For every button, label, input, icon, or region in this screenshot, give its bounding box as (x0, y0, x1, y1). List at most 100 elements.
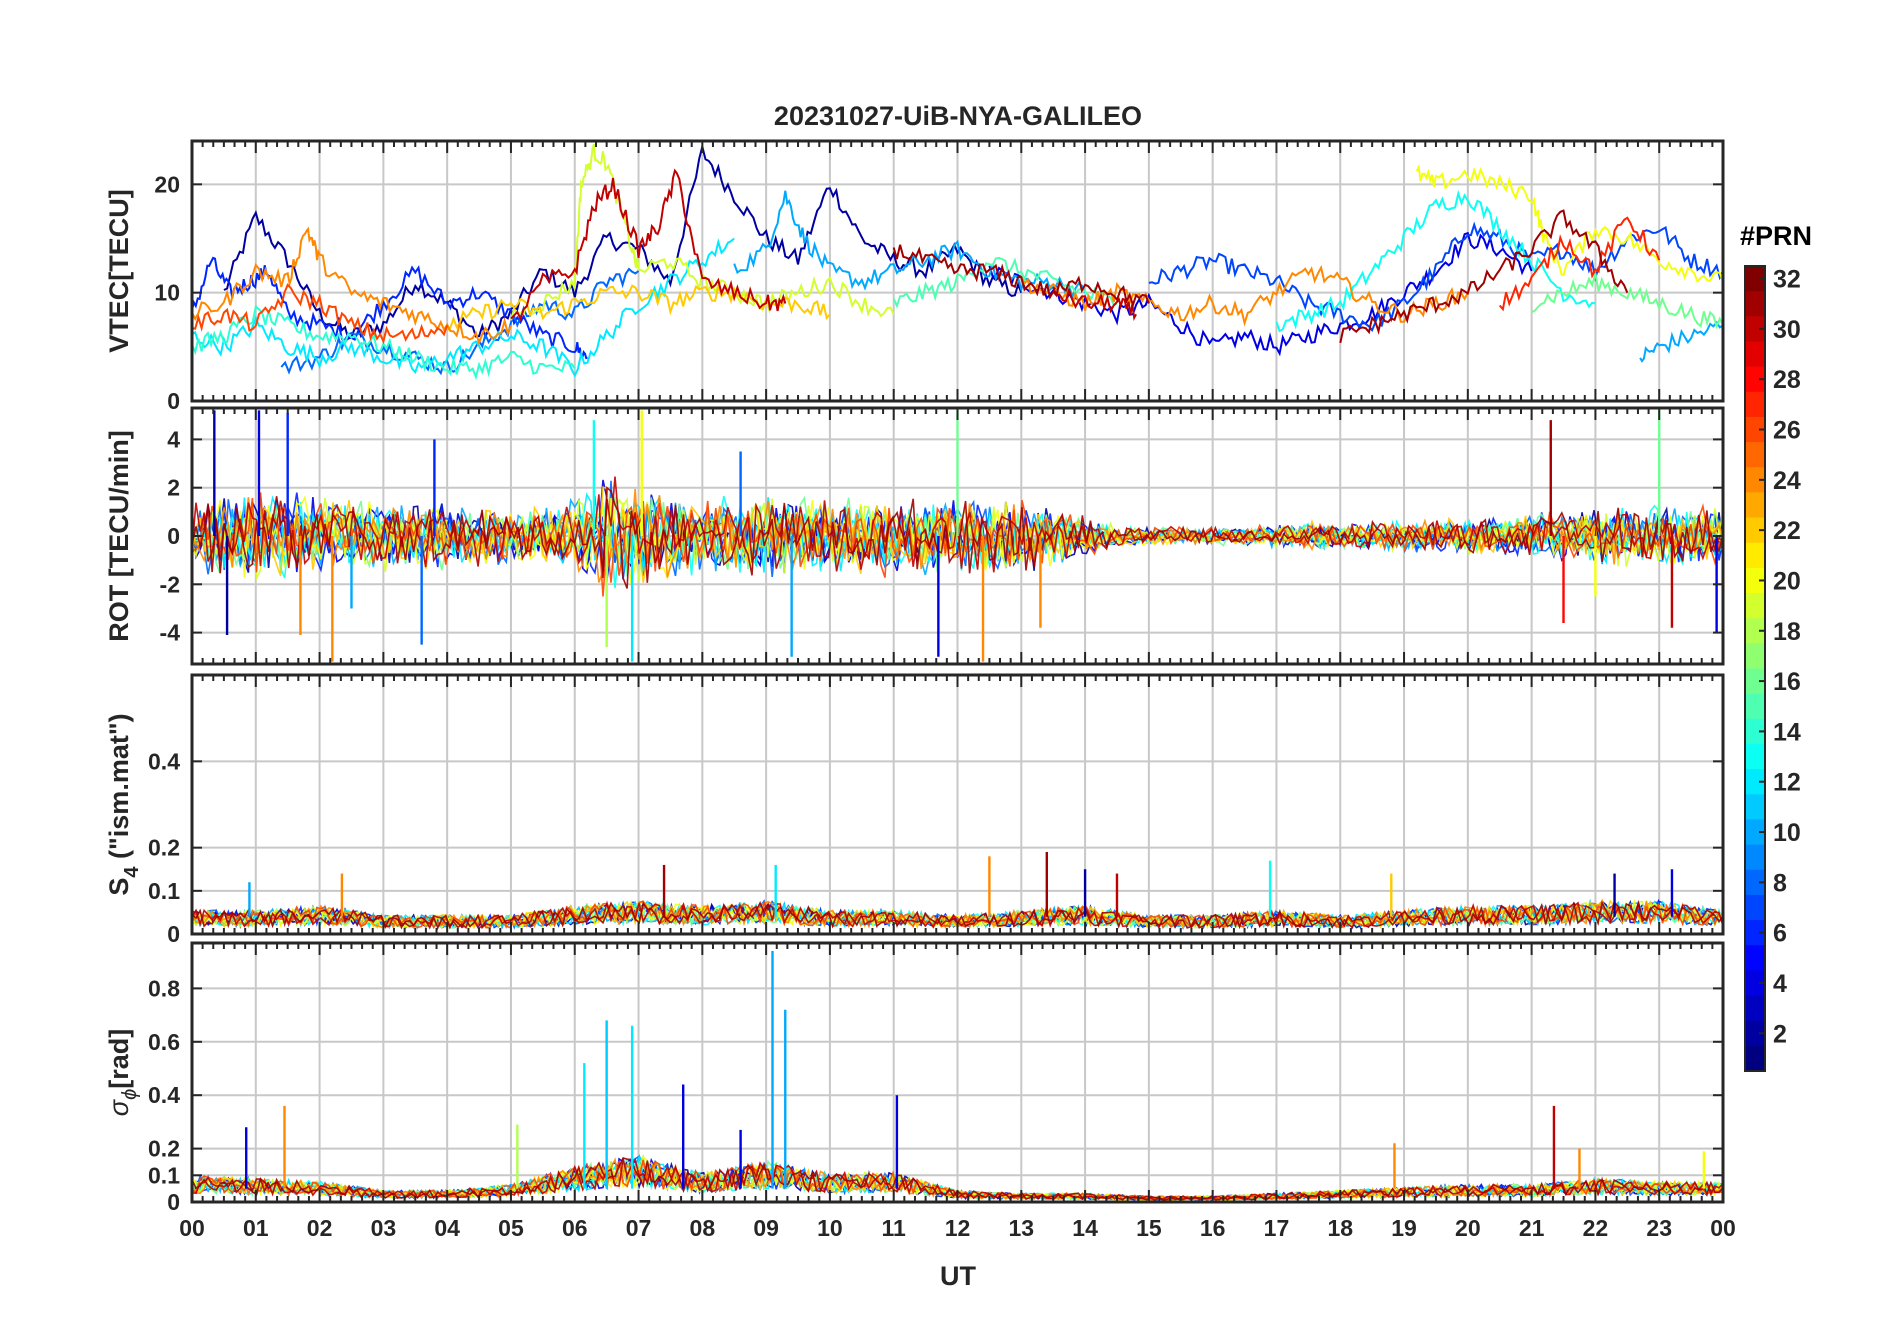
x-ticks (191, 943, 1724, 1202)
y-tick-label: 2 (167, 475, 180, 501)
colorbar-swatch (1745, 366, 1765, 393)
x-tick-label: 16 (1200, 1215, 1226, 1241)
y-tick-label: 0.2 (148, 835, 180, 861)
y-tick-label: -2 (160, 571, 180, 597)
x-tick-label: 17 (1264, 1215, 1290, 1241)
colorbar-tick-label: 18 (1773, 618, 1801, 646)
colorbar-swatch (1745, 1045, 1765, 1072)
x-tick-label: 18 (1327, 1215, 1353, 1241)
colorbar-tick-label: 6 (1773, 920, 1787, 948)
y-tick-label: 0 (167, 921, 180, 947)
x-tick-label: 08 (690, 1215, 716, 1241)
colorbar-tick-label: 28 (1773, 366, 1801, 394)
x-tick-label: 15 (1136, 1215, 1162, 1241)
x-tick-label: 22 (1583, 1215, 1609, 1241)
colorbar-tick-label: 16 (1773, 668, 1801, 696)
series-line-prn-24 (192, 226, 512, 346)
y-axis-label: S4 ("ism.mat") (104, 713, 143, 895)
y-tick-label: 0.1 (148, 878, 180, 904)
colorbar-swatch (1745, 668, 1765, 695)
colorbar-swatch (1745, 492, 1765, 519)
y-tick-label: 4 (167, 426, 180, 452)
series-line-prn-26 (192, 283, 449, 345)
x-tick-label: 06 (562, 1215, 588, 1241)
colorbar-tick-label: 32 (1773, 266, 1801, 294)
series-line-prn-6 (192, 256, 588, 360)
x-tick-label: 13 (1008, 1215, 1034, 1241)
colorbar-swatch (1745, 416, 1765, 443)
colorbar-swatch (1745, 819, 1765, 846)
x-tick-label: 20 (1455, 1215, 1481, 1241)
colorbar-swatch (1745, 970, 1765, 997)
colorbar-tick-label: 30 (1773, 316, 1801, 344)
series-line-prn-20 (1415, 163, 1723, 284)
x-tick-label: 09 (753, 1215, 779, 1241)
y-tick-label: 0.2 (148, 1136, 180, 1162)
x-tick-label: 07 (626, 1215, 652, 1241)
colorbar-swatch (1745, 743, 1765, 770)
colorbar-swatch (1745, 291, 1765, 317)
grid (191, 675, 1724, 935)
colorbar-swatch (1745, 517, 1765, 544)
grid (191, 943, 1724, 1203)
y-tick-label: 0 (167, 1189, 180, 1215)
colorbar-swatch (1745, 391, 1765, 418)
colorbar-swatch (1745, 618, 1765, 644)
colorbar-tick-label: 24 (1773, 467, 1801, 495)
colorbar-swatch (1745, 643, 1765, 670)
x-tick-labels: 00 01 02 03 04 05 06 07 08 09 10 11 12 13 14 15 16 17 18 19… (179, 1215, 1736, 1241)
panel-vtec: 0 10 20 VTEC[TECU] (104, 139, 1725, 414)
x-tick-label: 00 (1710, 1215, 1736, 1241)
x-tick-label: 10 (817, 1215, 843, 1241)
colorbar-swatch (1745, 693, 1765, 720)
x-tick-label: 21 (1519, 1215, 1545, 1241)
colorbar-swatch (1745, 1020, 1765, 1047)
series-line-prn-31 (892, 244, 1150, 309)
series-line-prn-31 (192, 486, 1723, 589)
series-line-prn-19 (510, 143, 895, 321)
series-line-prn-24 (1020, 264, 1469, 327)
y-tick-label: 0.6 (148, 1029, 180, 1055)
colorbar-title: #PRN (1740, 221, 1812, 251)
series-line-prn-10 (1639, 320, 1723, 363)
series-group (192, 143, 1723, 381)
colorbar-tick-label: 22 (1773, 517, 1801, 545)
series-line-prn-2 (223, 146, 1023, 341)
series-line-prn-30 (510, 168, 787, 322)
x-tick-label: 02 (307, 1215, 333, 1241)
series-line-prn-10 (733, 190, 1087, 301)
y-axis-label: VTEC[TECU] (104, 189, 134, 353)
colorbar-swatch (1745, 341, 1765, 368)
series-line-prn-7 (1148, 221, 1723, 333)
colorbar-swatch (1745, 266, 1765, 292)
series-line-prn-15 (892, 256, 1118, 309)
colorbar-swatch (1745, 567, 1765, 594)
colorbar-swatch (1745, 995, 1765, 1022)
colorbar-swatch (1745, 894, 1765, 921)
colorbar-swatch (1745, 542, 1765, 569)
colorbar-swatch (1745, 593, 1765, 619)
colorbar-swatch (1745, 442, 1765, 468)
x-tick-label: 04 (434, 1215, 460, 1241)
colorbar-tick-label: 20 (1773, 567, 1801, 595)
colorbar-swatch (1745, 920, 1765, 946)
x-tick-label: 14 (1072, 1215, 1098, 1241)
y-tick-label: 0 (167, 388, 180, 414)
series-line-prn-12 (192, 237, 735, 378)
colorbar-swatch (1745, 718, 1765, 745)
colorbar-swatch (1745, 769, 1765, 795)
y-tick-label: 0.4 (148, 748, 180, 774)
colorbar-tick-label: 26 (1773, 417, 1801, 445)
y-tick-label: 0.8 (148, 975, 180, 1001)
x-ticks (191, 408, 1724, 664)
series-line-prn-26 (192, 492, 1723, 597)
chart-title: 20231027-UiB-NYA-GALILEO (774, 101, 1142, 131)
y-tick-label: 0.4 (148, 1082, 180, 1108)
colorbar-tick-label: 4 (1773, 970, 1787, 998)
series-line-prn-16 (1531, 273, 1723, 330)
colorbar-tick-label: 2 (1773, 1020, 1787, 1048)
colorbar-tick-label: 12 (1773, 769, 1801, 797)
y-tick-label: 0 (167, 523, 180, 549)
panel-s4: 0 0.1 0.2 0.4S4 ("ism.mat") (104, 673, 1725, 947)
